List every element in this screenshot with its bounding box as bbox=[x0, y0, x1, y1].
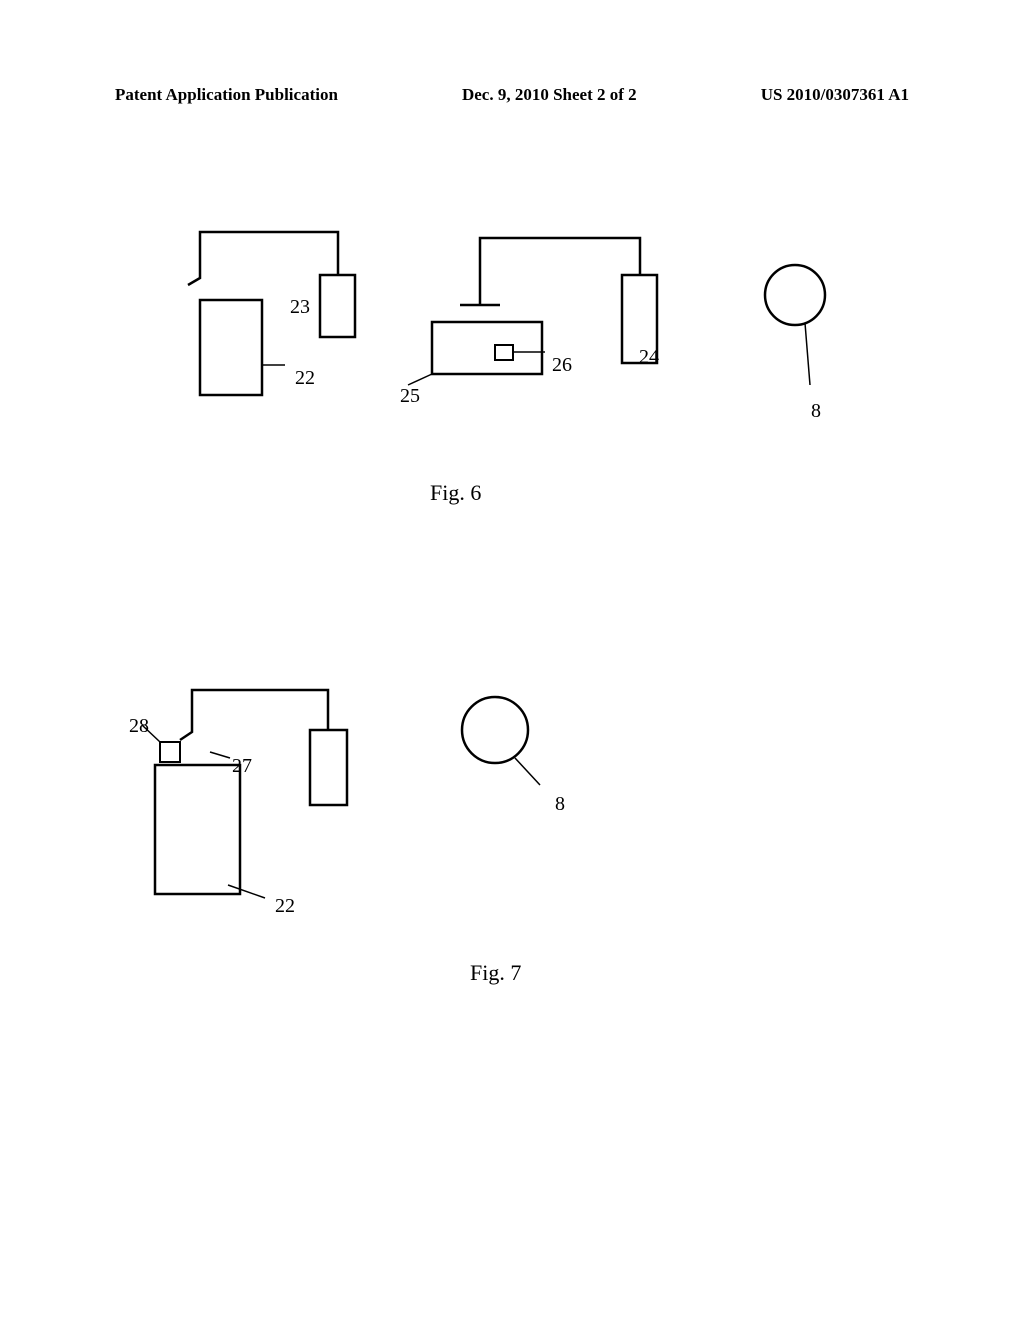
fig7-caption: Fig. 7 bbox=[470, 960, 521, 986]
figure-6 bbox=[170, 220, 870, 465]
fig6-label-25: 25 bbox=[400, 385, 420, 408]
fig6-caption: Fig. 6 bbox=[430, 480, 481, 506]
fig7-label-22: 22 bbox=[275, 895, 295, 918]
fig7-drawing bbox=[120, 680, 620, 940]
fig6-label-8: 8 bbox=[811, 400, 821, 423]
fig7-label-27: 27 bbox=[232, 755, 252, 778]
header-left: Patent Application Publication bbox=[115, 85, 338, 105]
fig6-drawing bbox=[170, 220, 870, 460]
fig6-label-23: 23 bbox=[290, 296, 310, 319]
fig6-label-26: 26 bbox=[552, 354, 572, 377]
figure-7 bbox=[120, 680, 620, 945]
fig7-label-28: 28 bbox=[129, 715, 149, 738]
header-right: US 2010/0307361 A1 bbox=[761, 85, 909, 105]
fig6-label-22: 22 bbox=[295, 367, 315, 390]
fig6-label-24: 24 bbox=[639, 346, 659, 369]
fig7-label-8: 8 bbox=[555, 793, 565, 816]
page-header: Patent Application Publication Dec. 9, 2… bbox=[0, 85, 1024, 105]
header-center: Dec. 9, 2010 Sheet 2 of 2 bbox=[462, 85, 637, 105]
